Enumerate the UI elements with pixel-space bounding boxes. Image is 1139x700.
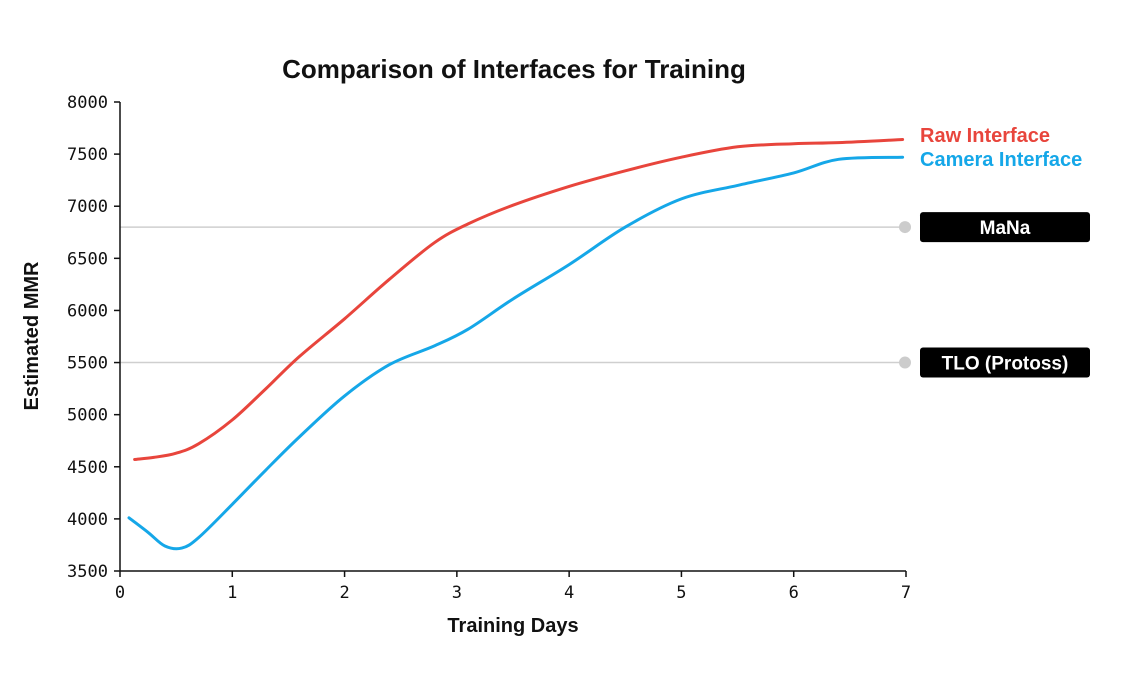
y-tick-label-6: 6500 — [67, 249, 108, 269]
reference-badge-1 — [920, 347, 1090, 378]
y-tick-label-2: 4500 — [67, 458, 108, 478]
reference-marker-1 — [899, 356, 911, 369]
x-tick-label-4: 4 — [564, 583, 574, 603]
series-lines — [127, 138, 905, 551]
y-axis-label: Estimated MMR — [21, 261, 43, 410]
y-tick-label-3: 5000 — [67, 406, 108, 426]
reference-lines: MaNa TLO (Protoss) — [120, 212, 1090, 378]
y-tick-label-0: 3500 — [67, 562, 108, 582]
x-axis-label: Training Days — [447, 615, 578, 637]
series-line-1 — [127, 155, 905, 551]
x-tick-label-5: 5 — [676, 583, 686, 603]
y-tick-label-8: 7500 — [67, 145, 108, 165]
reference-marker-0 — [899, 221, 911, 234]
reference-label-0: MaNa — [980, 218, 1031, 239]
reference-badge-0 — [920, 212, 1090, 243]
y-tick-label-5: 6000 — [67, 301, 108, 321]
y-tick-label-9: 8000 — [67, 93, 108, 113]
x-tick-label-2: 2 — [339, 583, 349, 603]
reference-label-1: TLO (Protoss) — [942, 354, 1069, 375]
x-tick-label-6: 6 — [789, 583, 799, 603]
axes: 3500 4000 4500 5000 5500 6000 6500 7000 7500 8000… — [67, 93, 911, 603]
series-label-1: Camera Interface — [920, 149, 1082, 171]
x-tick-label-7: 7 — [901, 583, 911, 603]
series-line-0 — [133, 138, 905, 461]
y-tick-label-1: 4000 — [67, 510, 108, 530]
x-tick-label-1: 1 — [227, 583, 237, 603]
series-label-0: Raw Interface — [920, 125, 1050, 147]
y-tick-label-4: 5500 — [67, 354, 108, 374]
x-tick-label-3: 3 — [452, 583, 462, 603]
x-tick-label-0: 0 — [115, 583, 125, 603]
y-tick-label-7: 7000 — [67, 197, 108, 217]
chart-title: Comparison of Interfaces for Training — [282, 54, 746, 84]
